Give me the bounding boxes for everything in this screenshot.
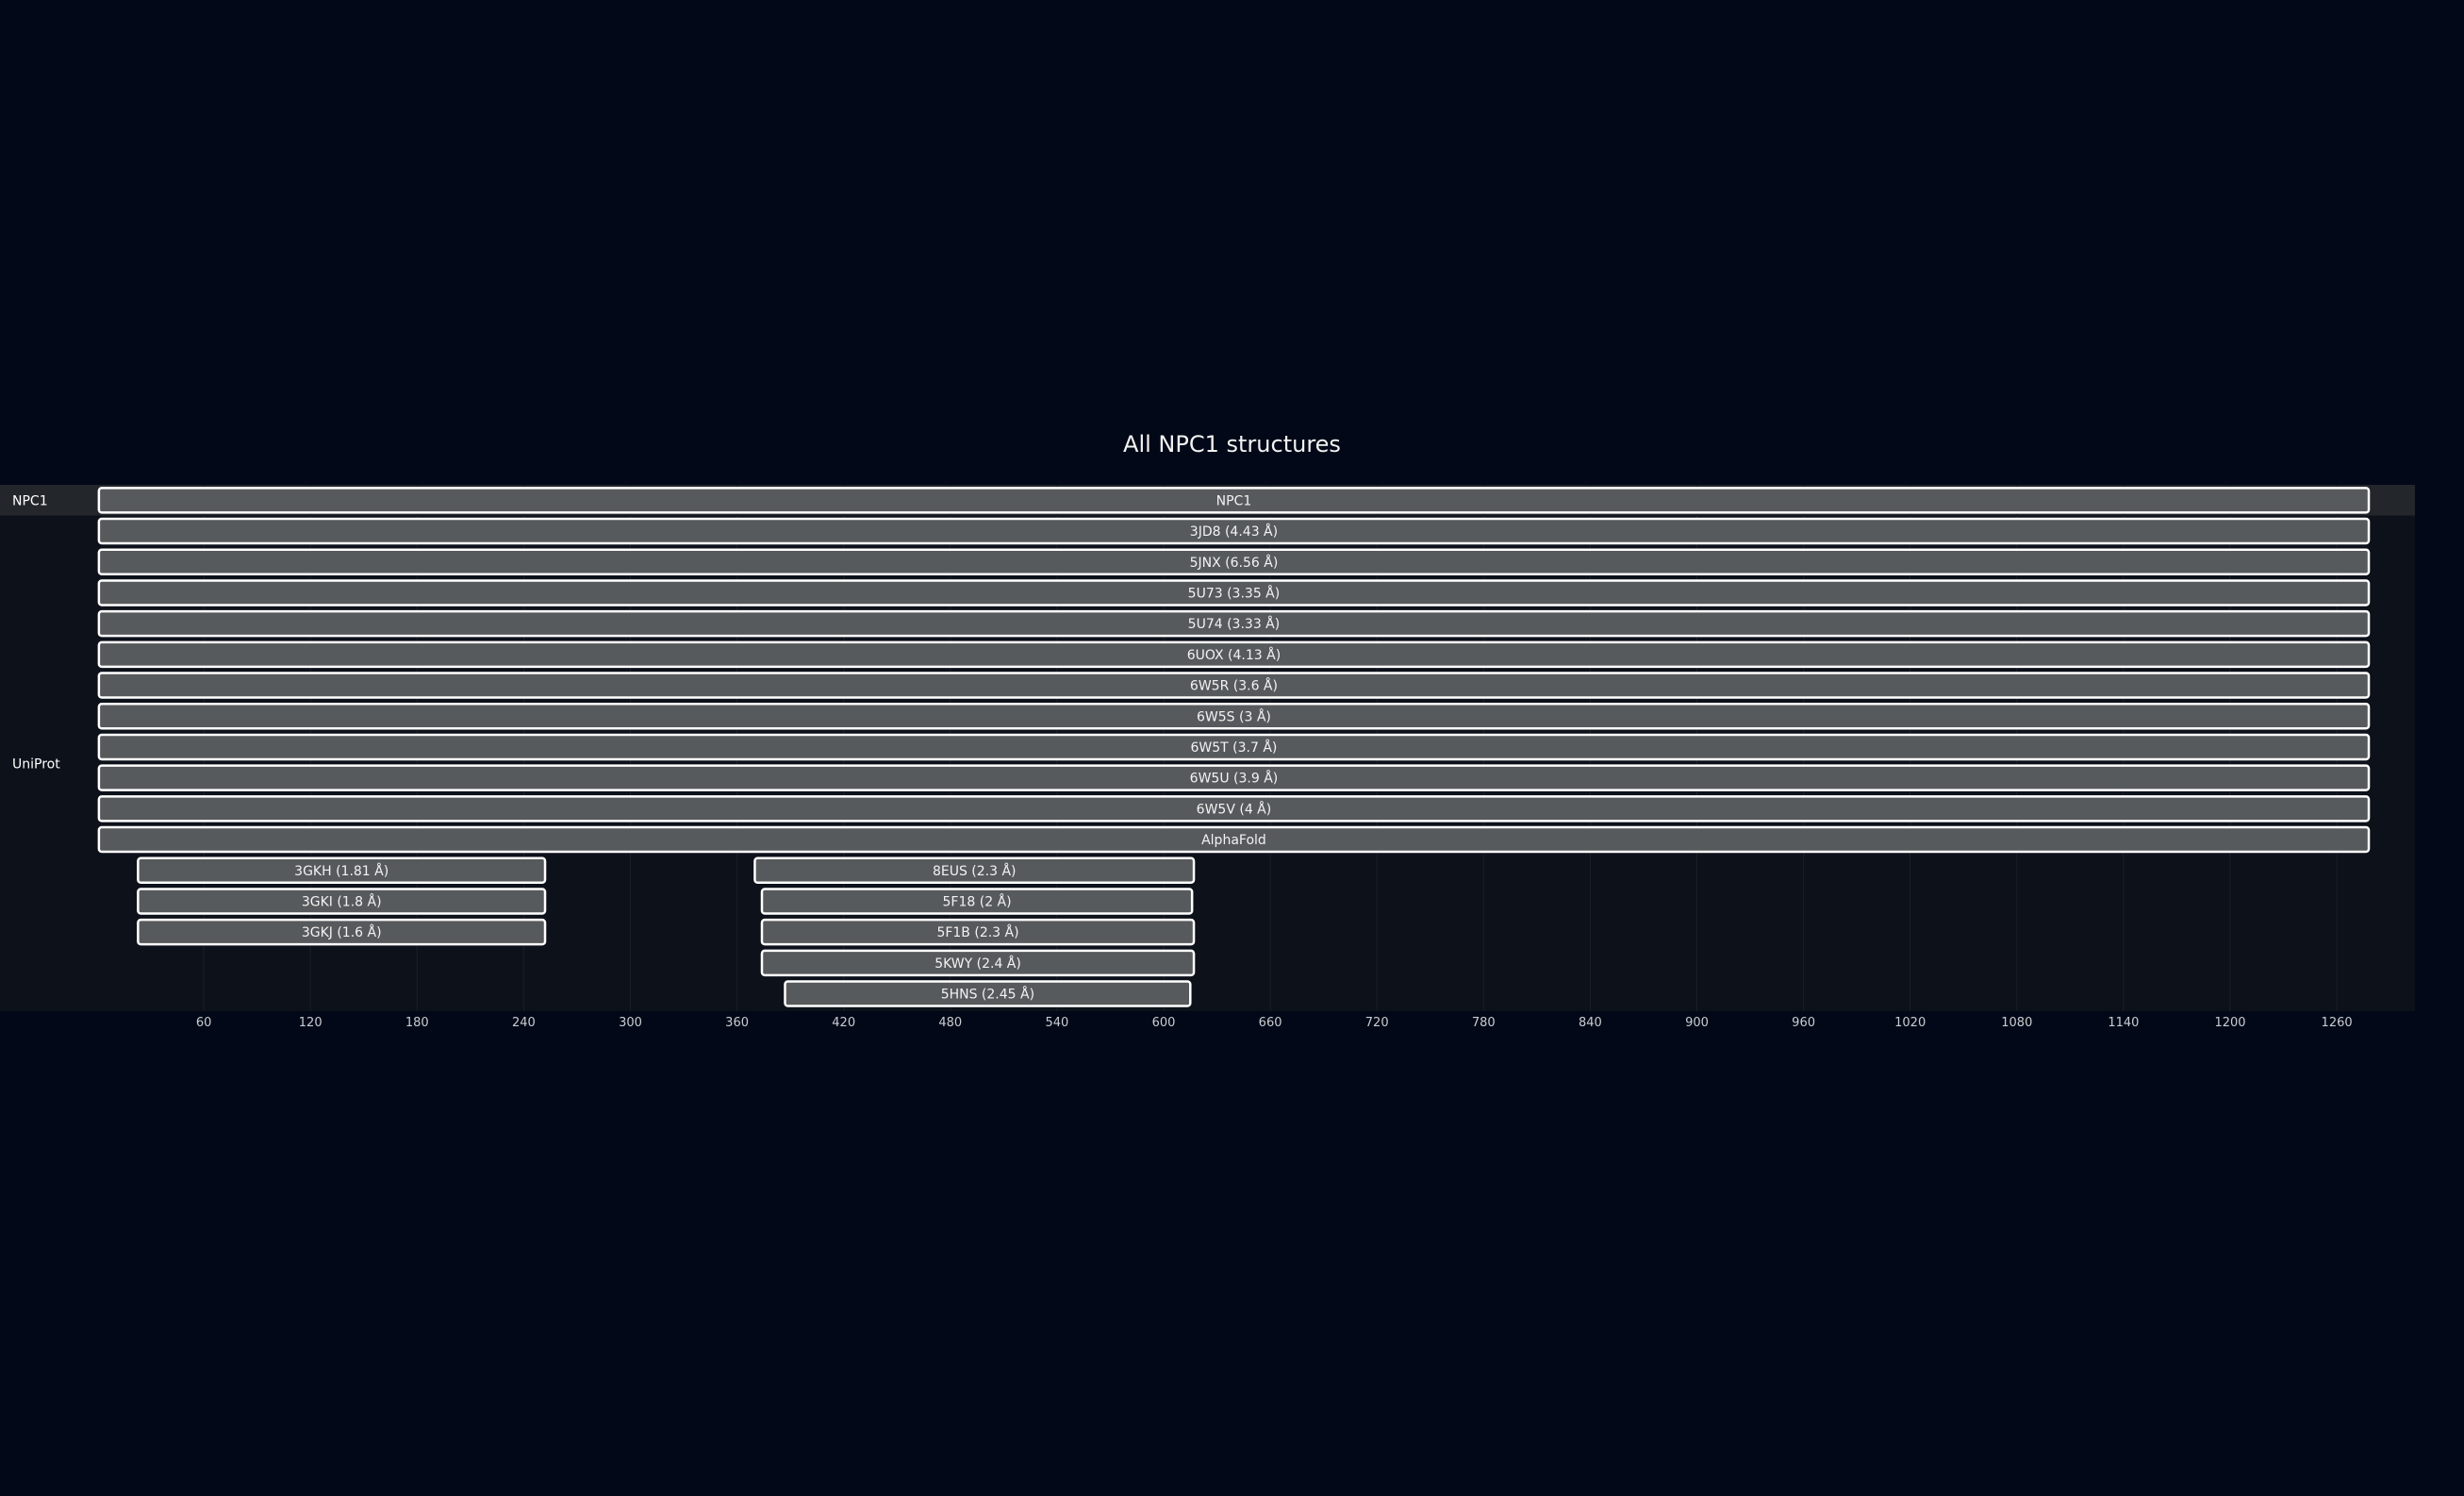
- structure-bar: [137, 888, 547, 915]
- x-tick-label: 540: [1045, 1016, 1068, 1030]
- chart-title: All NPC1 structures: [1123, 431, 1341, 457]
- structure-bar: [97, 579, 2371, 607]
- x-tick-label: 300: [619, 1016, 642, 1030]
- x-tick-label: 1260: [2322, 1016, 2353, 1030]
- structure-bar: [137, 856, 547, 884]
- structure-bar: [753, 856, 1196, 884]
- structure-bar: [97, 548, 2371, 575]
- structure-bar-label: 5F1B (2.3 Å): [936, 924, 1018, 940]
- structure-bar: [760, 918, 1196, 946]
- structure-bar-label: 3GKH (1.81 Å): [294, 863, 389, 879]
- group-label-npc1: NPC1: [12, 493, 48, 508]
- structure-bar-label: 5HNS (2.45 Å): [941, 987, 1034, 1003]
- x-tick-label: 180: [405, 1016, 429, 1030]
- structure-bar: [97, 672, 2371, 699]
- structure-bar: [97, 703, 2371, 730]
- x-tick-label: 480: [938, 1016, 962, 1030]
- structure-bar-label: 6W5U (3.9 Å): [1190, 771, 1279, 787]
- x-tick-label: 420: [832, 1016, 855, 1030]
- structure-bar: [760, 888, 1194, 915]
- group-label-uniprot: UniProt: [12, 756, 60, 772]
- structure-bar: [97, 825, 2371, 854]
- structure-bar: [97, 487, 2371, 514]
- structure-bar: [784, 980, 1192, 1007]
- x-tick-label: 1020: [1894, 1016, 1926, 1030]
- structure-bar-label: 5U74 (3.33 Å): [1188, 616, 1281, 632]
- structure-bar: [760, 949, 1196, 977]
- x-tick-label: 960: [1792, 1016, 1815, 1030]
- x-tick-label: 120: [299, 1016, 322, 1030]
- x-tick-label: 900: [1685, 1016, 1709, 1030]
- x-tick-label: 360: [725, 1016, 749, 1030]
- structure-bar-label: 5KWY (2.4 Å): [934, 956, 1021, 972]
- x-tick-label: 780: [1472, 1016, 1496, 1030]
- structure-bar: [97, 764, 2371, 791]
- structure-bar: [97, 609, 2371, 638]
- structure-bar-label: 6W5T (3.7 Å): [1191, 740, 1278, 756]
- structure-bar-label: 3GKI (1.8 Å): [302, 893, 382, 909]
- structure-bar: [97, 640, 2371, 669]
- x-tick-label: 60: [196, 1016, 212, 1030]
- structure-bar-label: 5F18 (2 Å): [943, 893, 1012, 909]
- structure-bar-label: AlphaFold: [1201, 833, 1266, 848]
- x-tick-label: 840: [1579, 1016, 1602, 1030]
- x-tick-label: 240: [512, 1016, 536, 1030]
- structure-bar-label: 3JD8 (4.43 Å): [1190, 524, 1278, 540]
- structure-bar-label: 5U73 (3.35 Å): [1188, 585, 1281, 601]
- structure-bar-label: NPC1: [1216, 493, 1252, 508]
- x-tick-label: 600: [1152, 1016, 1176, 1030]
- structure-bar-label: 6W5S (3 Å): [1197, 708, 1271, 724]
- structure-bar-label: 5JNX (6.56 Å): [1190, 555, 1279, 571]
- x-tick-label: 660: [1259, 1016, 1282, 1030]
- structure-bar-label: 6W5R (3.6 Å): [1190, 678, 1278, 694]
- x-tick-label: 1080: [2001, 1016, 2032, 1030]
- x-tick-label: 1200: [2214, 1016, 2245, 1030]
- structure-bar: [97, 517, 2371, 545]
- structure-bar-label: 8EUS (2.3 Å): [933, 863, 1017, 879]
- x-tick-label: 720: [1365, 1016, 1389, 1030]
- structure-bar-label: 3GKJ (1.6 Å): [302, 924, 382, 940]
- structure-bar: [137, 918, 547, 946]
- structure-bar: [97, 733, 2371, 761]
- structure-bar: [97, 795, 2371, 823]
- structure-bar-label: 6UOX (4.13 Å): [1187, 647, 1281, 663]
- structure-bar-label: 6W5V (4 Å): [1197, 801, 1272, 817]
- x-tick-label: 1140: [2108, 1016, 2139, 1030]
